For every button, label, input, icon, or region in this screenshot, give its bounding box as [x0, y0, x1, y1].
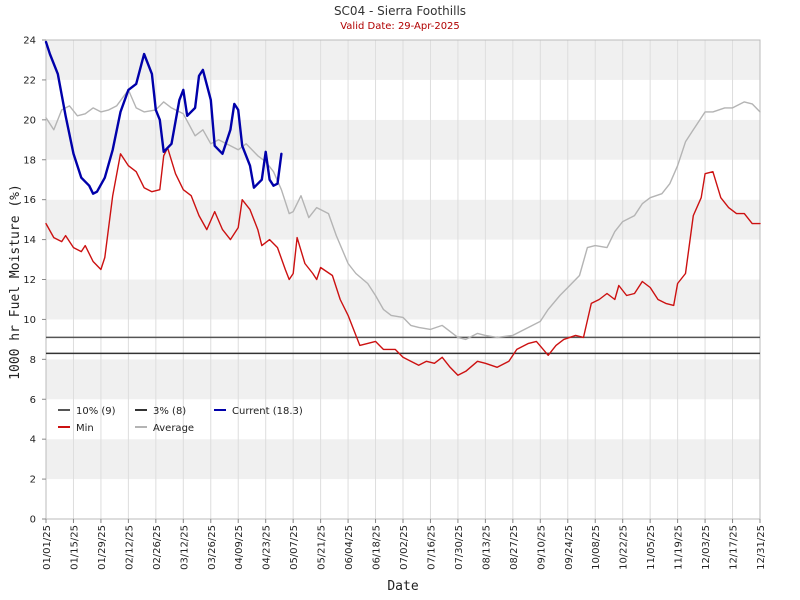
chart-title: SC04 - Sierra Foothills — [334, 4, 466, 18]
x-tick-label: 11/05/25 — [646, 525, 657, 570]
x-tick-label: 01/15/25 — [70, 525, 81, 570]
legend-label: 3% (8) — [153, 406, 186, 417]
x-tick-label: 07/30/25 — [454, 525, 465, 570]
x-tick-label: 07/16/25 — [427, 525, 438, 570]
x-tick-label: 02/12/25 — [124, 525, 135, 570]
y-tick-label: 10 — [23, 315, 36, 326]
legend-label: Current (18.3) — [232, 406, 303, 417]
y-tick-label: 0 — [30, 515, 36, 526]
y-tick-label: 4 — [30, 435, 36, 446]
x-tick-label: 06/18/25 — [372, 525, 383, 570]
legend: 10% (9) 3% (8) Current (18.3) Min Average — [58, 406, 303, 434]
x-tick-label: 09/24/25 — [564, 525, 575, 570]
legend-label: 10% (9) — [76, 406, 116, 417]
x-axis-ticks: 01/01/25 01/15/25 01/29/25 02/12/25 02/26/25… — [42, 519, 767, 570]
x-tick-label: 12/31/25 — [756, 525, 767, 570]
x-tick-label: 03/26/25 — [207, 525, 218, 570]
x-tick-label: 04/09/25 — [234, 525, 245, 570]
x-tick-label: 12/17/25 — [729, 525, 740, 570]
series-line-current — [44, 40, 283, 195]
threshold-lines — [46, 336, 760, 355]
x-tick-label: 03/12/25 — [179, 525, 190, 570]
y-tick-label: 18 — [23, 155, 36, 166]
y-tick-label: 6 — [30, 395, 36, 406]
y-axis-label: 1000 hr Fuel Moisture (%) — [8, 184, 23, 380]
y-tick-label: 20 — [23, 115, 36, 126]
x-tick-label: 12/03/25 — [701, 525, 712, 570]
x-tick-label: 01/29/25 — [97, 525, 108, 570]
x-tick-label: 08/13/25 — [481, 525, 492, 570]
y-tick-label: 22 — [23, 75, 36, 86]
x-tick-label: 02/26/25 — [152, 525, 163, 570]
x-tick-label: 11/19/25 — [674, 525, 685, 570]
series-line-average — [45, 89, 761, 341]
vertical-gridlines — [45, 40, 761, 519]
y-tick-label: 8 — [30, 355, 36, 366]
chart-subtitle: Valid Date: 29-Apr-2025 — [340, 21, 460, 32]
x-tick-label: 05/07/25 — [289, 525, 300, 570]
data-series — [44, 40, 761, 376]
x-tick-label: 04/23/25 — [262, 525, 273, 570]
y-tick-label: 16 — [23, 195, 36, 206]
x-tick-label: 08/27/25 — [509, 525, 520, 570]
legend-label: Min — [76, 423, 94, 434]
x-tick-label: 05/21/25 — [317, 525, 328, 570]
y-tick-label: 2 — [30, 475, 36, 486]
x-tick-label: 01/01/25 — [42, 525, 53, 570]
series-line-min — [45, 147, 761, 376]
x-tick-label: 07/02/25 — [399, 525, 410, 570]
x-tick-label: 10/08/25 — [591, 525, 602, 570]
x-axis-label: Date — [387, 579, 418, 594]
y-tick-label: 24 — [23, 36, 36, 47]
x-tick-label: 09/10/25 — [536, 525, 547, 570]
x-tick-label: 10/22/25 — [619, 525, 630, 570]
legend-label: Average — [153, 423, 194, 434]
x-tick-label: 06/04/25 — [344, 525, 355, 570]
y-tick-label: 12 — [23, 275, 36, 286]
y-tick-label: 14 — [23, 235, 36, 246]
